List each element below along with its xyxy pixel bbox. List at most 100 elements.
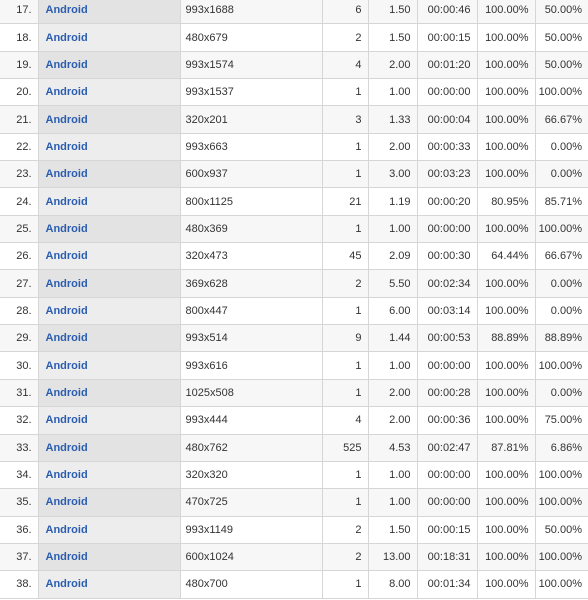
sessions-value: 1 [321, 214, 368, 244]
table-row: 19. Android 993x1574 4 2.00 00:01:20 100… [0, 50, 588, 80]
os-cell: Android [37, 324, 180, 353]
os-link[interactable]: Android [45, 578, 88, 591]
new-sessions-value: 100.00% [476, 214, 535, 244]
sessions-value: 1 [321, 160, 368, 189]
sessions-value: 4 [321, 406, 368, 435]
os-link[interactable]: Android [45, 332, 88, 345]
os-link[interactable]: Android [45, 551, 88, 564]
pages-per-session-value: 1.00 [367, 488, 417, 517]
screen-resolution: 993x514 [179, 324, 322, 353]
new-sessions-value: 87.81% [476, 433, 535, 462]
table-row: 37. Android 600x1024 2 13.00 00:18:31 10… [0, 542, 588, 572]
bounce-rate-value: 0.00% [534, 160, 588, 189]
avg-session-duration-value: 00:02:47 [416, 433, 477, 462]
os-link[interactable]: Android [45, 222, 88, 235]
bounce-rate-value: 100.00% [534, 570, 588, 599]
new-sessions-value: 100.00% [476, 570, 535, 599]
avg-session-duration-value: 00:00:15 [416, 23, 477, 52]
screen-resolution: 480x679 [179, 23, 322, 52]
new-sessions-value: 100.00% [476, 105, 535, 134]
screen-resolution: 993x1537 [179, 78, 322, 107]
os-link[interactable]: Android [45, 86, 88, 99]
bounce-rate-value: 88.89% [534, 324, 588, 353]
row-index: 21. [0, 105, 38, 134]
os-link[interactable]: Android [45, 168, 88, 181]
table-row: 29. Android 993x514 9 1.44 00:00:53 88.8… [0, 324, 588, 353]
avg-session-duration-value: 00:00:15 [416, 515, 477, 544]
row-index: 25. [0, 214, 38, 244]
screen-resolution: 993x1149 [179, 515, 322, 544]
os-link[interactable]: Android [45, 31, 88, 44]
os-link[interactable]: Android [45, 386, 88, 399]
sessions-value: 21 [321, 187, 368, 216]
os-link[interactable]: Android [45, 523, 88, 536]
row-index: 29. [0, 324, 38, 353]
pages-per-session-value: 1.44 [367, 324, 417, 353]
new-sessions-value: 100.00% [476, 296, 535, 326]
sessions-value: 1 [321, 351, 368, 380]
sessions-value: 6 [321, 0, 368, 25]
table-row: 24. Android 800x1125 21 1.19 00:00:20 80… [0, 187, 588, 216]
os-link[interactable]: Android [45, 195, 88, 208]
pages-per-session-value: 1.50 [367, 0, 417, 25]
os-cell: Android [37, 242, 180, 271]
avg-session-duration-value: 00:00:33 [416, 132, 477, 162]
os-link[interactable]: Android [45, 250, 88, 263]
os-link[interactable]: Android [45, 4, 88, 17]
screen-resolution: 320x201 [179, 105, 322, 134]
pages-per-session-value: 5.50 [367, 269, 417, 298]
os-link[interactable]: Android [45, 58, 88, 71]
screen-resolution: 800x447 [179, 296, 322, 326]
row-index: 19. [0, 50, 38, 80]
screen-resolution: 480x762 [179, 433, 322, 462]
bounce-rate-value: 50.00% [534, 23, 588, 52]
avg-session-duration-value: 00:00:00 [416, 488, 477, 517]
os-cell: Android [37, 160, 180, 189]
bounce-rate-value: 0.00% [534, 378, 588, 408]
os-link[interactable]: Android [45, 140, 88, 153]
sessions-value: 1 [321, 460, 368, 490]
avg-session-duration-value: 00:00:04 [416, 105, 477, 134]
avg-session-duration-value: 00:01:20 [416, 50, 477, 80]
pages-per-session-value: 2.00 [367, 378, 417, 408]
pages-per-session-value: 2.00 [367, 132, 417, 162]
bounce-rate-value: 100.00% [534, 78, 588, 107]
row-index: 30. [0, 351, 38, 380]
avg-session-duration-value: 00:00:46 [416, 0, 477, 25]
sessions-value: 1 [321, 132, 368, 162]
new-sessions-value: 100.00% [476, 78, 535, 107]
table-row: 20. Android 993x1537 1 1.00 00:00:00 100… [0, 78, 588, 107]
os-cell: Android [37, 570, 180, 599]
os-link[interactable]: Android [45, 304, 88, 317]
bounce-rate-value: 100.00% [534, 542, 588, 572]
os-link[interactable]: Android [45, 496, 88, 509]
new-sessions-value: 100.00% [476, 0, 535, 25]
row-index: 18. [0, 23, 38, 52]
os-cell: Android [37, 433, 180, 462]
row-index: 31. [0, 378, 38, 408]
sessions-value: 2 [321, 515, 368, 544]
os-link[interactable]: Android [45, 441, 88, 454]
sessions-value: 3 [321, 105, 368, 134]
os-cell: Android [37, 296, 180, 326]
sessions-value: 525 [321, 433, 368, 462]
os-cell: Android [37, 515, 180, 544]
os-link[interactable]: Android [45, 359, 88, 372]
os-link[interactable]: Android [45, 277, 88, 290]
screen-resolution: 480x369 [179, 214, 322, 244]
table-row: 31. Android 1025x508 1 2.00 00:00:28 100… [0, 378, 588, 408]
bounce-rate-value: 50.00% [534, 50, 588, 80]
sessions-value: 1 [321, 488, 368, 517]
os-link[interactable]: Android [45, 113, 88, 126]
table-row: 38. Android 480x700 1 8.00 00:01:34 100.… [0, 570, 588, 599]
new-sessions-value: 100.00% [476, 515, 535, 544]
row-index: 32. [0, 406, 38, 435]
screen-resolution: 993x616 [179, 351, 322, 380]
new-sessions-value: 88.89% [476, 324, 535, 353]
table-row: 30. Android 993x616 1 1.00 00:00:00 100.… [0, 351, 588, 380]
os-link[interactable]: Android [45, 469, 88, 482]
pages-per-session-value: 2.09 [367, 242, 417, 271]
screen-resolution: 600x937 [179, 160, 322, 189]
os-link[interactable]: Android [45, 414, 88, 427]
new-sessions-value: 100.00% [476, 378, 535, 408]
